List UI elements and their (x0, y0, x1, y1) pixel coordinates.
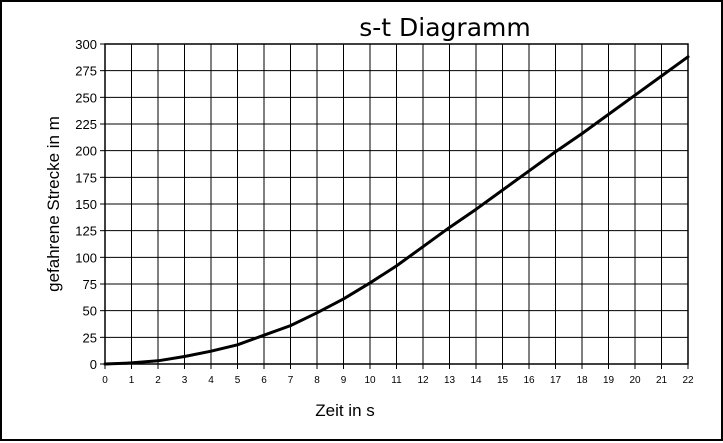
x-tick-label: 0 (102, 375, 108, 386)
y-tick-label: 250 (75, 90, 97, 105)
y-tick-label: 225 (75, 117, 97, 132)
y-tick-label: 150 (75, 197, 97, 212)
x-tick-label: 16 (523, 375, 535, 386)
x-tick-label: 7 (288, 375, 294, 386)
y-tick-label: 50 (83, 304, 97, 319)
x-tick-label: 10 (364, 375, 376, 386)
x-tick-label: 13 (444, 375, 456, 386)
x-tick-label: 14 (470, 375, 482, 386)
y-tick-label: 0 (90, 357, 97, 372)
x-tick-label: 4 (208, 375, 214, 386)
y-tick-label: 125 (75, 224, 97, 239)
y-tick-label: 200 (75, 144, 97, 159)
y-tick-label: 75 (83, 277, 97, 292)
x-tick-label: 1 (129, 375, 135, 386)
x-tick-label: 21 (656, 375, 668, 386)
x-tick-label: 8 (314, 375, 320, 386)
series-line (103, 55, 690, 366)
x-axis-label: Zeit in s (315, 401, 375, 420)
x-tick-label: 9 (341, 375, 347, 386)
x-tick-label: 19 (603, 375, 615, 386)
x-tick-label: 18 (576, 375, 588, 386)
y-tick-label: 100 (75, 250, 97, 265)
chart-title: s-t Diagramm (359, 13, 530, 42)
y-tick-label: 25 (83, 330, 97, 345)
y-axis-label: gefahrene Strecke in m (44, 116, 63, 292)
x-tick-label: 6 (261, 375, 267, 386)
x-tick-labels: 0 1 2 3 4 5 6 7 8 9 10 11 12 13 14 15 16 17 18 19 20 21 22 (102, 364, 694, 386)
x-tick-label: 15 (497, 375, 509, 386)
x-tick-label: 12 (417, 375, 429, 386)
y-tick-labels: 0 25 50 75 100 125 150 175 200 225 250 275 300 (75, 37, 105, 372)
x-tick-label: 22 (682, 375, 694, 386)
y-tick-label: 300 (75, 37, 97, 52)
x-tick-label: 11 (391, 375, 402, 386)
y-tick-label: 175 (75, 170, 97, 185)
x-tick-label: 3 (182, 375, 188, 386)
y-tick-label: 275 (75, 64, 97, 79)
x-tick-label: 17 (550, 375, 562, 386)
grid (104, 43, 689, 365)
x-tick-label: 2 (155, 375, 161, 386)
x-tick-label: 20 (629, 375, 641, 386)
x-tick-label: 5 (235, 375, 241, 386)
